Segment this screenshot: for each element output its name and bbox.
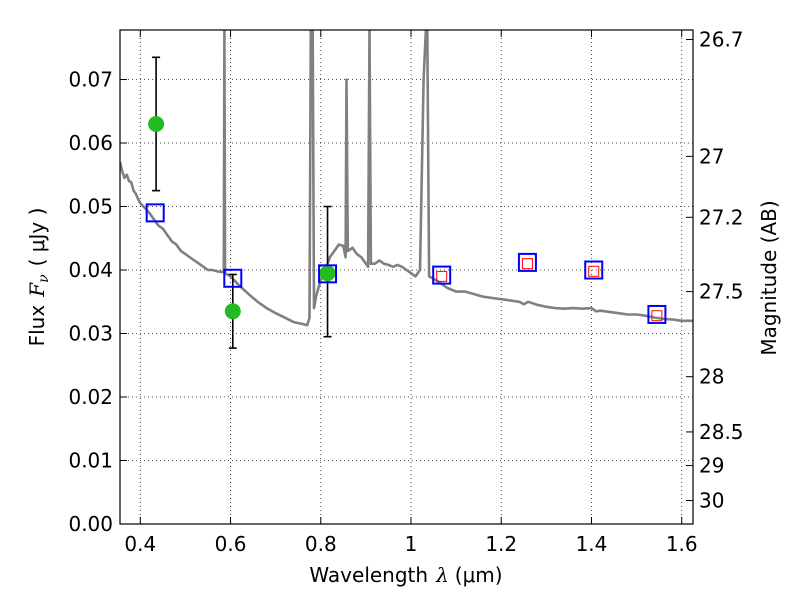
x-tick-label: 0.8 [305,532,337,556]
model-flux-square [432,265,452,285]
model-flux-square [517,252,537,272]
y-tick-label: 0.05 [68,195,113,219]
right-tick-label: 28 [699,365,724,389]
x-tick-label: 1.4 [576,532,608,556]
right-tick-label: 26.7 [699,28,744,52]
right-tick-label: 27.2 [699,205,744,229]
model-flux-square [318,264,338,284]
y-tick-label: 0.04 [68,258,113,282]
observed-point [224,303,241,320]
y-tick-label: 0.00 [68,512,113,536]
y-tick-label: 0.06 [68,131,113,155]
model-flux-square [584,260,604,280]
model-flux-square [223,268,243,288]
ticks-layer: 0.4 0.6 0.8 1 1.2 1.4 1.6 0.00 0.01 0.02 0.03 0.04 0… [68,28,743,556]
right-tick-label: 30 [699,489,724,513]
observed-point [319,265,336,282]
x-tick-label: 1.2 [485,532,517,556]
model-sed-line [120,30,693,327]
y-tick-label: 0.07 [68,68,113,92]
y-tick-label: 0.03 [68,322,113,346]
predicted-flux-square [651,310,663,322]
x-axis-label: Wavelength λ (μm) [309,563,502,587]
plot-frame [119,29,694,525]
y-tick-label: 0.02 [68,385,113,409]
right-tick-label: 28.5 [699,420,744,444]
x-tick-label: 1 [405,532,418,556]
y-tick-label: 0.01 [68,449,113,473]
observed-point [148,115,165,132]
model-flux-square [647,304,667,324]
x-tick-label: 0.6 [215,532,247,556]
right-tick-label: 29 [699,454,724,478]
y-axis-right-label: Magnitude (AB) [757,200,781,355]
predicted-flux-square [588,265,600,277]
right-tick-label: 27.5 [699,280,744,304]
x-tick-label: 0.4 [124,532,156,556]
right-tick-label: 27 [699,144,724,168]
data-layer [120,30,693,349]
grid-layer [120,30,693,524]
predicted-flux-square [436,270,448,282]
predicted-flux-square [521,258,533,270]
y-axis-label: FluxFν( μJy ) [25,208,52,347]
x-tick-label: 1.6 [666,532,698,556]
model-flux-square [145,203,165,223]
